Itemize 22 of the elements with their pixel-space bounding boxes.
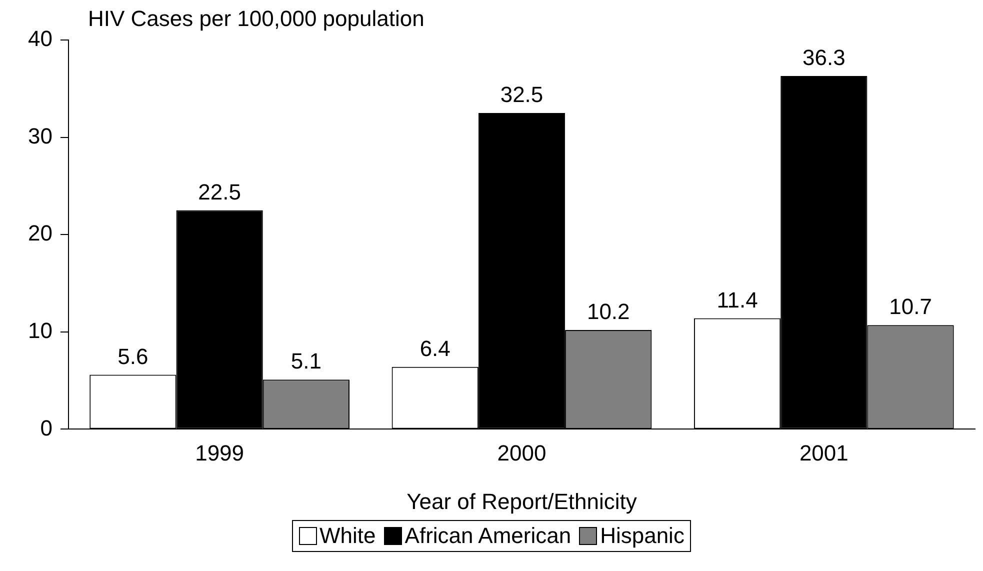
data-label: 5.1 [290, 348, 322, 374]
data-label: 6.4 [420, 336, 450, 361]
data-label: 32.5 [500, 82, 544, 108]
data-label: 10.2 [586, 299, 630, 324]
x-tick-label: 2000 [497, 440, 546, 466]
x-tick-label: 2001 [799, 440, 848, 466]
y-tick-label: 40 [28, 26, 52, 52]
x-tick-label: 1999 [195, 440, 244, 466]
y-axis-title: HIV Cases per 100,000 population [88, 6, 424, 32]
data-label: 36.3 [802, 45, 846, 70]
legend-label: African American [404, 523, 572, 549]
y-tick-label: 20 [28, 220, 52, 246]
y-tick-label: 0 [40, 415, 52, 440]
legend-label: Hispanic [600, 523, 684, 549]
legend-label: White [320, 523, 376, 549]
y-tick-label: 10 [28, 318, 52, 343]
x-axis-title: Year of Report/Ethnicity [406, 488, 637, 514]
y-tick-label: 30 [28, 123, 52, 148]
data-label: 11.4 [716, 287, 758, 312]
data-label: 5.6 [118, 344, 148, 369]
data-label: 22.5 [198, 179, 241, 204]
data-label: 10.7 [889, 294, 932, 320]
